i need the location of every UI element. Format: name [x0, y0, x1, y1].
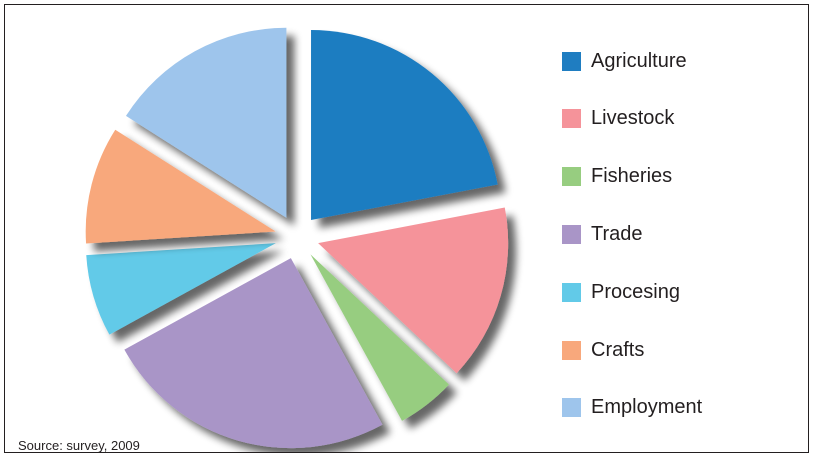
legend-label: Agriculture	[591, 49, 687, 72]
legend-item-employment: Employment	[562, 396, 702, 420]
pie-slice-fisheries	[310, 254, 449, 421]
legend-label: Livestock	[591, 107, 675, 130]
legend-swatch	[562, 51, 581, 71]
pie-slice-employment	[125, 27, 287, 218]
pie-slice-livestock	[318, 207, 509, 374]
pie-slice-agriculture	[311, 30, 498, 221]
legend-label: Employment	[591, 396, 703, 419]
pie-slices	[85, 27, 509, 449]
legend-swatch	[562, 282, 581, 302]
legend-swatch	[562, 167, 581, 187]
legend-item-fisheries: Fisheries	[562, 165, 672, 189]
legend-label: Fisheries	[591, 165, 673, 188]
legend-item-livestock: Livestock	[562, 107, 674, 131]
pie-slice-crafts	[85, 129, 276, 244]
legend-label: Crafts	[591, 338, 645, 361]
legend-label: Procesing	[591, 280, 680, 303]
chart-frame: Agriculture Livestock Fisheries Trade Proces…	[4, 4, 809, 453]
pie-slice-trade	[124, 258, 383, 449]
pie-slice-procesing	[86, 243, 276, 335]
legend-label: Trade	[591, 222, 643, 245]
legend-item-trade: Trade	[562, 222, 643, 246]
source-note: Source: survey, 2009	[18, 438, 140, 453]
legend-item-crafts: Crafts	[562, 338, 644, 362]
legend-swatch	[562, 398, 581, 418]
legend-item-agriculture: Agriculture	[562, 49, 687, 73]
legend-swatch	[562, 340, 581, 360]
legend-item-procesing: Procesing	[562, 280, 680, 304]
legend-swatch	[562, 109, 581, 129]
legend-swatch	[562, 224, 581, 244]
pie-chart	[85, 27, 509, 449]
